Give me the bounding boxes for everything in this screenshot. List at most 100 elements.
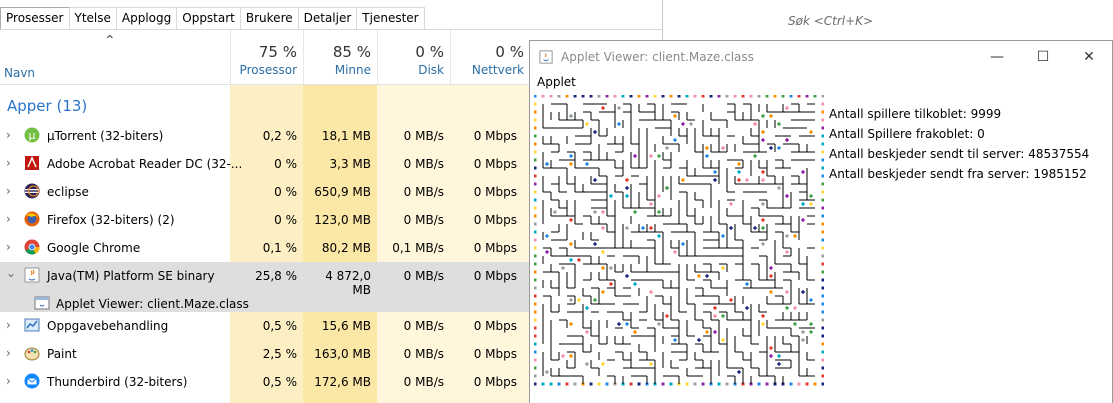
process-name: eclipse [47,185,89,199]
process-row[interactable]: › Paint 2,5 % 163,0 MB 0 MB/s 0 Mbps [0,340,530,368]
child-process-row[interactable]: Applet Viewer: client.Maze.class [0,290,530,318]
chevron-right-icon[interactable]: › [6,212,11,226]
process-cpu: 2,5 % [262,347,297,361]
process-disk: 0 MB/s [403,157,444,171]
process-memory: 650,9 MB [314,185,371,199]
paint-icon [24,347,40,361]
process-row[interactable]: › Firefox (32-biters) (2) 0 % 123,0 MB 0… [0,206,530,234]
chevron-right-icon[interactable]: › [6,346,11,360]
process-cpu: 0,1 % [262,241,297,255]
process-row[interactable]: › Thunderbird (32-biters) 0,5 % 172,6 MB… [0,368,530,396]
net-column-shade [450,85,530,403]
process-row[interactable]: › Oppgavebehandling 0,5 % 15,6 MB 0 MB/s… [0,312,530,340]
process-row[interactable]: › eclipse 0 % 650,9 MB 0 MB/s 0 Mbps [0,178,530,206]
process-disk: 0 MB/s [403,269,444,283]
tab-details[interactable]: Detaljer [297,7,358,29]
tab-divider [0,29,662,30]
disk-label: Disk [418,63,444,77]
process-network: 0 Mbps [473,213,517,227]
process-memory: 80,2 MB [321,241,371,255]
process-row[interactable]: › Adobe Acrobat Reader DC (32-... 0 % 3,… [0,150,530,178]
applet-viewer-window: Applet Viewer: client.Maze.class — ☐ ✕ A… [529,40,1113,403]
tab-processes[interactable]: Prosesser [0,7,70,30]
svg-text:µ: µ [29,129,36,142]
process-name: Adobe Acrobat Reader DC (32-... [47,157,243,171]
java-icon [539,50,553,64]
cpu-label: Prosessor [239,63,297,77]
column-network[interactable]: 0 % Nettverk [450,30,530,84]
tab-services[interactable]: Tjenester [356,7,425,29]
maximize-button[interactable]: ☐ [1036,49,1050,65]
firefox-icon [24,211,40,227]
process-name: Google Chrome [47,241,141,255]
tab-startup[interactable]: Oppstart [176,7,241,29]
stat-sent-from-server: Antall beskjeder sendt fra server: 19851… [829,167,1087,181]
applet-icon [34,296,50,310]
chevron-right-icon[interactable]: › [6,240,11,254]
mem-total: 85 % [332,43,371,61]
process-memory: 18,1 MB [321,129,371,143]
process-row-selected[interactable]: ⌄ Java(TM) Platform SE binary 25,8 % 4 8… [0,262,530,312]
group-header-apps: Apper (13) [7,97,88,115]
chevron-down-icon[interactable]: ⌄ [6,266,17,280]
column-disk[interactable]: 0 % Disk [377,30,450,84]
thunderbird-icon [24,373,40,389]
process-cpu: 0 % [274,157,297,171]
process-cpu: 0,5 % [262,375,297,389]
menu-applet[interactable]: Applet [537,75,576,89]
mem-label: Minne [334,63,371,77]
search-bar: Søk <Ctrl+K> [663,0,1113,45]
process-disk: 0 MB/s [403,375,444,389]
minimize-button[interactable]: — [990,49,1004,65]
column-memory[interactable]: 85 % Minne [303,30,377,84]
tab-users[interactable]: Brukere [239,7,299,29]
eclipse-icon [24,183,40,199]
chevron-right-icon[interactable]: › [6,128,11,142]
disk-column-shade [377,85,450,403]
menu-bar: Applet [530,73,1112,93]
stat-disconnected: Antall Spillere frakoblet: 0 [829,127,985,141]
process-name: Thunderbird (32-biters) [47,375,188,389]
chrome-icon [24,239,40,255]
column-name[interactable]: Navn [4,66,36,80]
title-bar[interactable]: Applet Viewer: client.Maze.class — ☐ ✕ [530,41,1112,73]
maze-canvas[interactable] [534,95,824,390]
chevron-right-icon[interactable]: › [6,374,11,388]
process-row[interactable]: › µ µTorrent (32-biters) 0,2 % 18,1 MB 0… [0,122,530,150]
process-memory: 3,3 MB [329,157,371,171]
net-label: Nettverk [471,63,524,77]
chevron-right-icon[interactable]: › [6,184,11,198]
process-cpu: 0 % [274,213,297,227]
java-icon [24,267,40,283]
tab-app-history[interactable]: Applogg [115,7,178,29]
process-cpu: 0,2 % [262,129,297,143]
process-memory: 172,6 MB [314,375,371,389]
process-network: 0 Mbps [473,185,517,199]
close-button[interactable]: ✕ [1083,49,1095,65]
window-title: Applet Viewer: client.Maze.class [561,50,754,64]
process-name: µTorrent (32-biters) [47,129,164,143]
process-network: 0 Mbps [473,157,517,171]
process-cpu: 0,5 % [262,319,297,333]
task-scheduler-icon [24,318,40,332]
process-name: Oppgavebehandling [47,319,169,333]
sort-up-icon: ⌃ [104,33,116,49]
search-input[interactable]: Søk <Ctrl+K> [788,14,874,28]
acrobat-icon [25,156,39,170]
process-disk: 0 MB/s [403,319,444,333]
mem-column-shade [303,85,377,403]
process-cpu: 0 % [274,185,297,199]
column-cpu[interactable]: 75 % Prosessor [230,30,303,84]
cpu-column-shade [230,85,303,403]
process-row[interactable]: › Google Chrome 0,1 % 80,2 MB 0,1 MB/s 0… [0,234,530,262]
process-disk: 0 MB/s [403,129,444,143]
process-network: 0 Mbps [473,347,517,361]
process-disk: 0 MB/s [403,185,444,199]
chevron-right-icon[interactable]: › [6,318,11,332]
process-name: Java(TM) Platform SE binary [47,269,215,283]
chevron-right-icon[interactable]: › [6,156,11,170]
tab-strip: Prosesser Ytelse Applogg Oppstart Bruker… [0,7,425,30]
applet-canvas: Antall spillere tilkoblet: 9999 Antall S… [530,93,1112,403]
process-name: Paint [47,347,77,361]
tab-performance[interactable]: Ytelse [68,7,117,29]
